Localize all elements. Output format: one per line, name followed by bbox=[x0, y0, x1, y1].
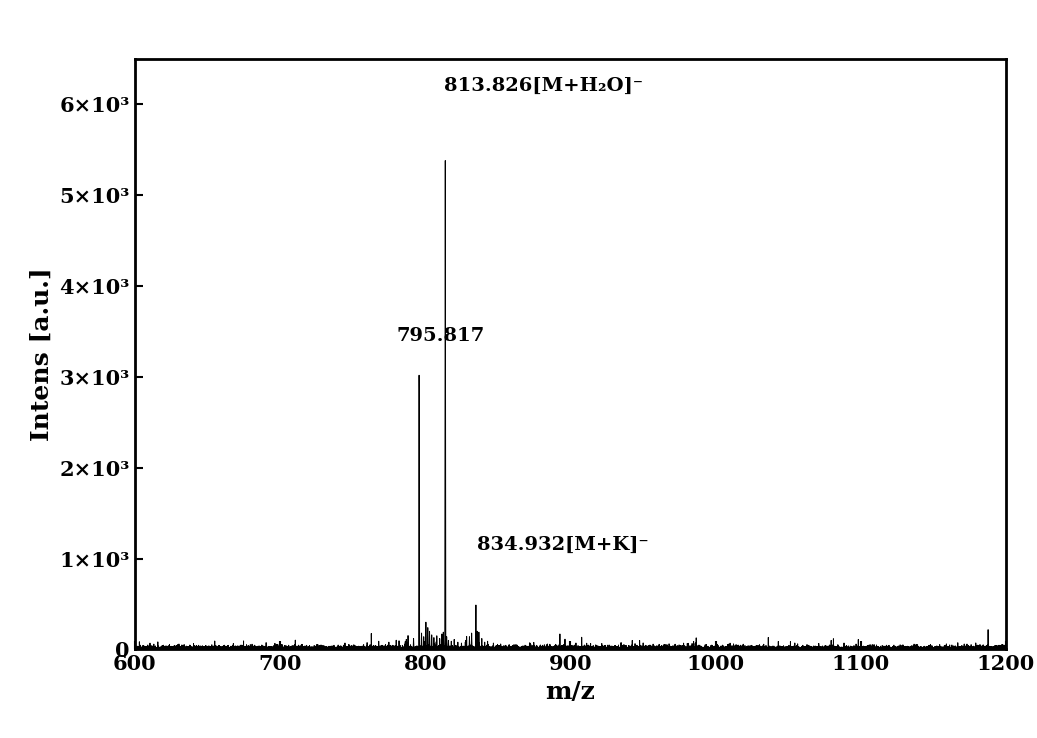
Text: 813.826[M+H₂O]⁻: 813.826[M+H₂O]⁻ bbox=[444, 77, 643, 95]
Text: 834.932[M+K]⁻: 834.932[M+K]⁻ bbox=[477, 536, 649, 554]
X-axis label: m/z: m/z bbox=[545, 680, 595, 704]
Y-axis label: Intens [a.u.]: Intens [a.u.] bbox=[30, 267, 54, 441]
Text: 795.817: 795.817 bbox=[396, 327, 484, 345]
